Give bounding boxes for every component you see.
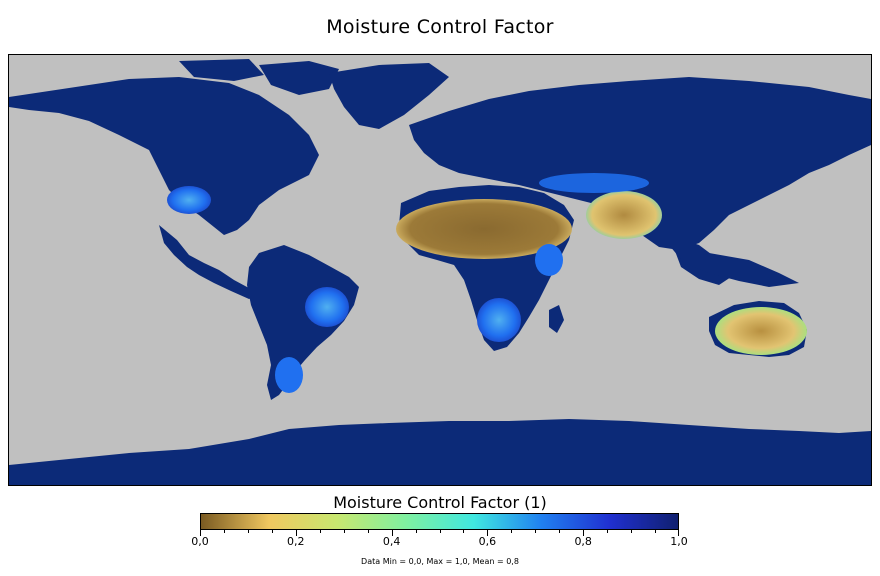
continent-north-america [9,59,339,299]
world-map [8,54,872,486]
colorbar-tick-label: 0,2 [287,535,305,548]
colorbar-minor-tick [463,530,465,533]
colorbar-tick-label: 0,0 [191,535,209,548]
colorbar-tick-label: 0,6 [478,535,497,548]
colorbar-minor-tick [319,530,321,533]
colorbar-minor-tick [559,530,561,533]
colorbar-ticks [200,530,679,536]
colorbar-minor-tick [607,530,609,533]
continent-antarctica [9,419,871,485]
colorbar-minor-tick [439,530,441,533]
map-canvas [9,59,871,485]
colorbar-minor-tick [511,530,513,533]
colorbar-minor-tick [271,530,273,533]
continent-south-america [247,245,359,400]
arid-zones [167,173,807,393]
colorbar-title: Moisture Control Factor (1) [333,493,547,512]
colorbar-minor-tick [631,530,633,533]
colorbar-major-tick [391,530,393,536]
colorbar-major-tick [583,530,585,536]
colorbar-major-tick [678,530,679,536]
data-stats: Data Min = 0,0, Max = 1,0, Mean = 0,8 [361,557,519,566]
colorbar-minor-tick [535,530,537,533]
colorbar-minor-tick [415,530,417,533]
colorbar-tick-label: 1,0 [670,535,688,548]
colorbar-tick-label: 0,8 [574,535,592,548]
colorbar-minor-tick [655,530,657,533]
greenland [329,63,449,129]
colorbar-minor-tick [343,530,345,533]
colorbar-tick-label: 0,4 [382,535,401,548]
colorbar-major-tick [487,530,489,536]
colorbar-major-tick [295,530,297,536]
colorbar-minor-tick [247,530,249,533]
colorbar-minor-tick [367,530,369,533]
colorbar-minor-tick [223,530,225,533]
colorbar [200,513,679,530]
chart-title: Moisture Control Factor [326,16,554,38]
colorbar-major-tick [200,530,201,536]
